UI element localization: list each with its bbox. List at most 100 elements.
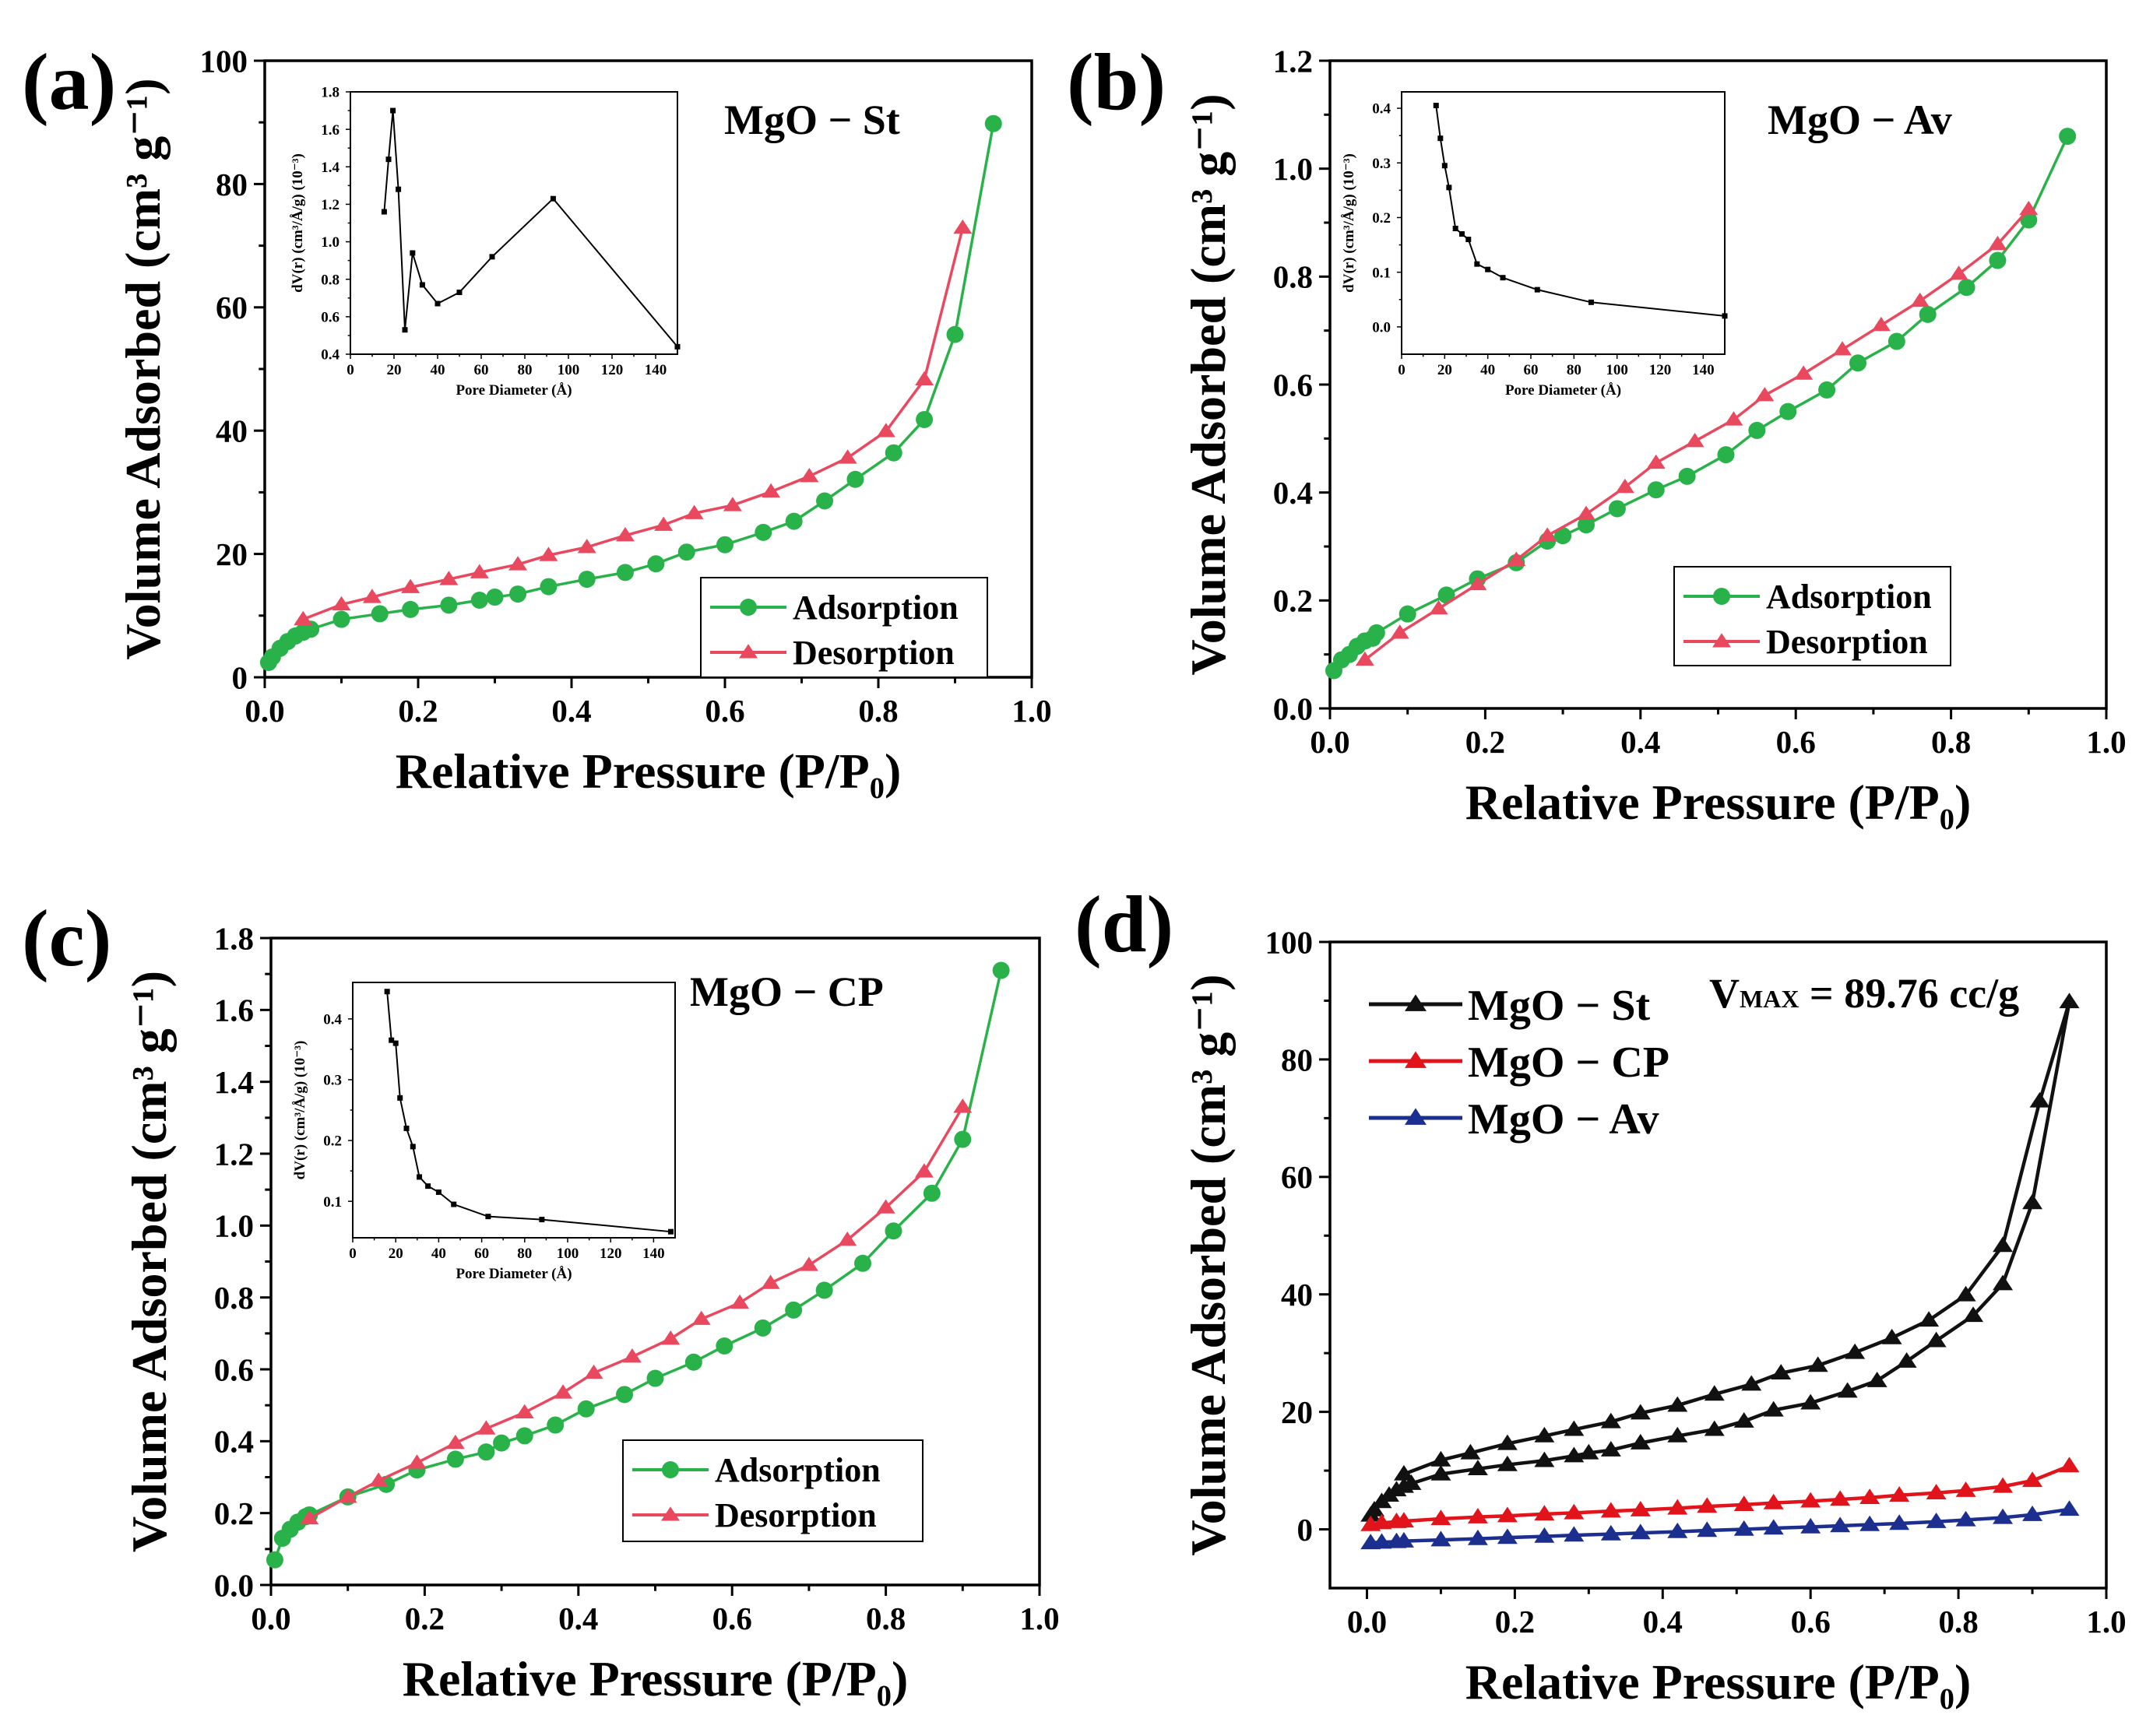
data-point xyxy=(876,423,895,438)
legend-marker xyxy=(740,599,757,616)
data-point xyxy=(1393,1531,1414,1548)
data-point xyxy=(1600,1440,1621,1457)
data-point xyxy=(1497,1434,1518,1450)
data-point xyxy=(1763,1493,1784,1509)
inset-data-point xyxy=(425,1183,431,1190)
data-point xyxy=(515,1427,533,1445)
legend-label: Desorption xyxy=(715,1496,877,1534)
data-point xyxy=(984,114,1002,132)
inset-background xyxy=(1343,84,1740,401)
data-point xyxy=(1889,1514,1910,1530)
inset-background xyxy=(292,84,693,401)
data-point xyxy=(1497,1506,1518,1523)
inset-x-tick-label: 100 xyxy=(557,1246,579,1262)
y-axis-title: Volume Adsorbed (cm³ g⁻¹) xyxy=(115,78,171,659)
data-point xyxy=(577,539,596,553)
data-point xyxy=(1363,1500,1384,1516)
data-point xyxy=(369,1472,389,1487)
inset-x-tick-label: 120 xyxy=(1649,362,1672,378)
data-point xyxy=(2029,1091,2050,1108)
y-tick-label: 60 xyxy=(216,290,248,325)
inset-x-tick-label: 20 xyxy=(389,1246,403,1262)
data-point xyxy=(800,468,819,483)
y-tick-label: 0.4 xyxy=(214,1424,254,1460)
inset-x-tick-label: 0 xyxy=(1398,362,1406,378)
inset-data-point xyxy=(456,290,463,296)
inset-data-point xyxy=(410,250,416,256)
data-point xyxy=(578,571,596,589)
legend: Adsorption Desorption xyxy=(700,577,988,678)
inset-y-tick-label: 1.0 xyxy=(321,234,340,251)
data-point xyxy=(1437,586,1455,604)
inset-x-tick-label: 100 xyxy=(558,362,580,378)
inset-background xyxy=(294,975,691,1284)
data-point xyxy=(1830,1516,1851,1533)
data-point xyxy=(622,1348,642,1363)
data-point xyxy=(1467,1529,1488,1545)
inset-x-tick-label: 140 xyxy=(1692,362,1715,378)
data-point xyxy=(2059,1500,2080,1516)
data-point xyxy=(1678,467,1696,485)
data-point xyxy=(1800,1393,1821,1410)
data-point xyxy=(1615,478,1634,494)
y-tick-label: 100 xyxy=(1265,924,1314,960)
data-point xyxy=(1704,1420,1725,1436)
data-point xyxy=(1779,402,1797,420)
data-point xyxy=(914,1163,934,1178)
data-point xyxy=(1630,1523,1651,1540)
y-tick-label: 1.0 xyxy=(214,1208,254,1244)
inset-data-point xyxy=(485,1214,491,1220)
data-point xyxy=(1430,1509,1451,1526)
y-tick-label: 1.6 xyxy=(214,993,254,1028)
data-point xyxy=(2022,1471,2043,1488)
material-label: MgO − Av xyxy=(1768,97,1952,143)
panel-b: 0.0 0.2 0.4 0.6 0.8 1.0 0.0 0.2 0.4 0.6 0.8 1.0 1.2 (… xyxy=(1067,37,2127,830)
inset-x-axis-title: Pore Diameter (Å) xyxy=(1505,382,1621,399)
data-point xyxy=(646,1369,664,1387)
inset-x-tick-label: 60 xyxy=(1524,362,1539,378)
legend-marker xyxy=(1712,633,1731,648)
material-label: MgO − CP xyxy=(689,968,884,1015)
data-point xyxy=(1600,1502,1621,1518)
inset-y-tick-label: 0.1 xyxy=(323,1194,342,1211)
inset-x-tick-label: 80 xyxy=(1567,362,1581,378)
data-point xyxy=(1794,365,1814,380)
inset-x-tick-label: 60 xyxy=(474,1246,489,1262)
inset-data-point xyxy=(417,1174,423,1180)
data-point xyxy=(1578,516,1595,534)
legend-box xyxy=(700,577,988,678)
inset-data-point xyxy=(674,343,681,350)
panel-label: (b) xyxy=(1067,37,1166,127)
x-tick-label: 1.0 xyxy=(2086,1604,2126,1639)
inset-data-point xyxy=(1433,103,1439,109)
x-tick-label: 0.8 xyxy=(866,1601,906,1636)
data-point xyxy=(1600,1412,1621,1429)
data-point xyxy=(1367,624,1385,641)
data-point xyxy=(1845,1343,1866,1359)
legend-label: Adsorption xyxy=(1766,578,1932,616)
data-point xyxy=(371,605,389,623)
inset-x-tick-label: 60 xyxy=(474,362,489,378)
data-point xyxy=(1460,1443,1481,1460)
y-tick-label: 20 xyxy=(1281,1394,1313,1430)
data-point xyxy=(362,589,382,603)
data-point xyxy=(577,1400,595,1418)
data-point xyxy=(407,1454,427,1469)
data-point xyxy=(885,1222,902,1240)
data-point xyxy=(1564,1420,1585,1436)
x-tick-label: 0.2 xyxy=(405,1601,445,1636)
inset-data-point xyxy=(539,1217,545,1223)
y-tick-label: 80 xyxy=(216,167,248,202)
data-point xyxy=(1955,1481,1976,1497)
data-point xyxy=(1717,446,1735,464)
legend-label: MgO − Av xyxy=(1468,1095,1659,1144)
inset-data-point xyxy=(1722,313,1728,319)
data-point xyxy=(332,610,350,628)
y-tick-label: 1.2 xyxy=(1273,43,1313,79)
inset-data-point xyxy=(403,1125,410,1131)
inset-y-tick-label: 1.6 xyxy=(321,122,340,139)
inset-y-axis-title: dV(r) (cm³/Å/g) (10⁻³) xyxy=(1341,153,1357,293)
data-point xyxy=(402,600,420,618)
legend-label: MgO − CP xyxy=(1468,1038,1669,1087)
data-point xyxy=(691,1310,711,1325)
